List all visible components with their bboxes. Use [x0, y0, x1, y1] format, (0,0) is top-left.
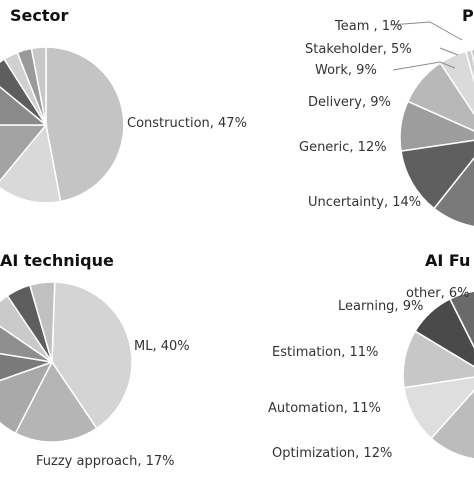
leader-line-1: [439, 47, 459, 56]
slice-label-automation: Automation, 11%: [268, 401, 381, 416]
chart-title-ai-fu: AI Fu: [425, 251, 470, 270]
pie-0-slice-1: [0, 123, 62, 204]
chart-title-ai-technique: AI technique: [0, 251, 114, 270]
slice-label-ml: ML, 40%: [134, 339, 190, 354]
leader-line-0: [389, 21, 463, 41]
slice-label-uncertainty: Uncertainty, 14%: [308, 195, 421, 210]
slice-label-generic: Generic, 12%: [299, 140, 387, 155]
slice-label-team: Team , 1%: [334, 19, 402, 34]
slice-label-optimization: Optimization, 12%: [272, 446, 392, 461]
pie-0-slice-0: [45, 46, 125, 203]
leader-line-2: [392, 61, 456, 71]
chart-title-sector: Sector: [10, 6, 69, 25]
pie-2-slice-0: [51, 281, 133, 430]
pie-0-slice-2: [0, 124, 48, 182]
slice-label-stakeholder: Stakeholder, 5%: [305, 42, 412, 57]
pie-1-slice-4: [400, 139, 474, 210]
pie-2-slice-1: [14, 360, 98, 443]
slice-label-fuzzy-approach: Fuzzy approach, 17%: [36, 454, 174, 469]
pie-1-slice-5: [433, 156, 474, 228]
slice-label-construction: Construction, 47%: [127, 116, 247, 131]
slice-label-learning: Learning, 9%: [338, 299, 423, 314]
pie-1-slice-6: [470, 48, 474, 67]
slice-label-estimation: Estimation, 11%: [272, 345, 378, 360]
slice-label-other: other, 6%: [406, 286, 470, 301]
slice-label-delivery: Delivery, 9%: [308, 95, 391, 110]
chart-title-p: P: [462, 6, 474, 25]
pie-2-slice-2: [0, 360, 54, 435]
pie-3-slice-4: [430, 389, 474, 460]
slice-label-work: Work, 9%: [315, 63, 377, 78]
pie-0-slice-7: [30, 46, 47, 126]
pie-2-slice-7: [28, 281, 56, 363]
